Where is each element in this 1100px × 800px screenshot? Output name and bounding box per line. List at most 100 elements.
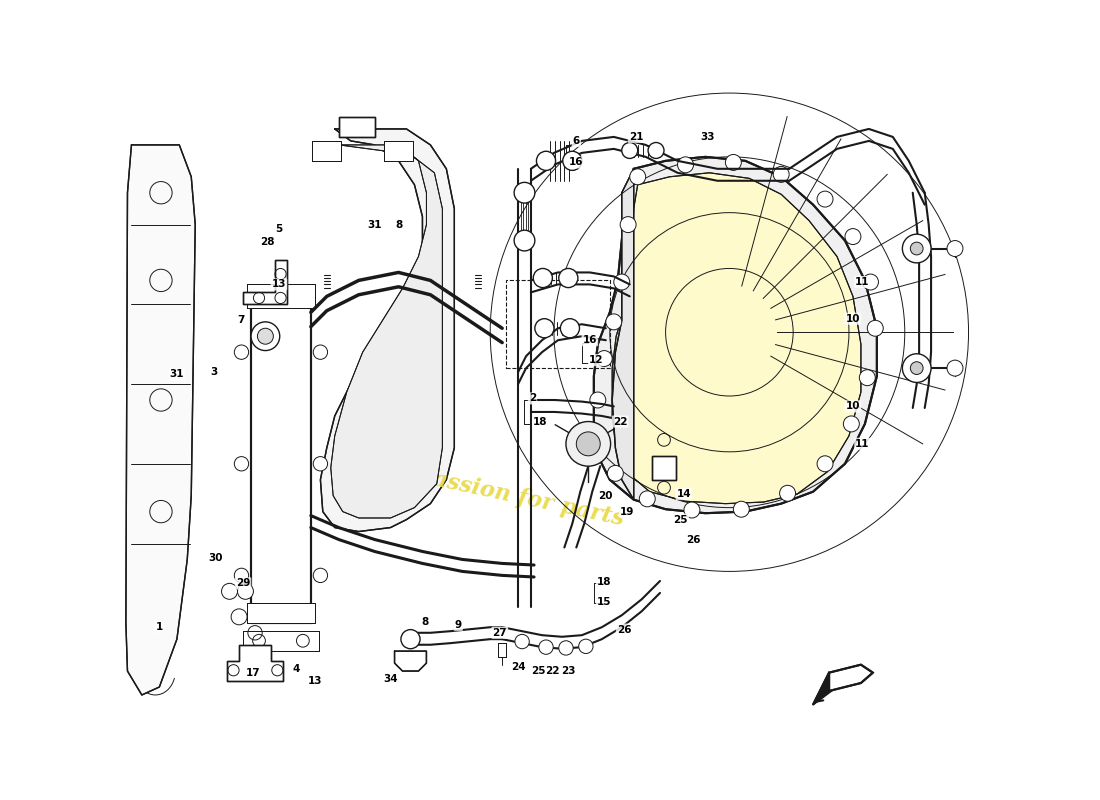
Polygon shape	[594, 157, 877, 514]
Circle shape	[817, 456, 833, 472]
Circle shape	[537, 151, 556, 170]
Circle shape	[773, 166, 789, 182]
Circle shape	[607, 466, 624, 482]
Circle shape	[565, 422, 610, 466]
Circle shape	[534, 269, 552, 287]
Circle shape	[639, 491, 656, 507]
Circle shape	[539, 640, 553, 654]
Text: 14: 14	[676, 489, 691, 499]
Circle shape	[620, 217, 636, 233]
Text: 12: 12	[588, 355, 604, 365]
Text: 27: 27	[493, 628, 507, 638]
Polygon shape	[813, 673, 829, 705]
Polygon shape	[829, 665, 873, 691]
Circle shape	[867, 320, 883, 336]
Circle shape	[231, 609, 248, 625]
Circle shape	[859, 370, 876, 386]
Text: 5: 5	[275, 223, 283, 234]
Circle shape	[725, 154, 741, 170]
Text: 22: 22	[546, 666, 560, 676]
Circle shape	[648, 142, 664, 158]
Circle shape	[560, 318, 580, 338]
Text: a passion for parts: a passion for parts	[394, 461, 626, 530]
Circle shape	[559, 641, 573, 655]
Circle shape	[780, 486, 795, 502]
Circle shape	[314, 345, 328, 359]
Polygon shape	[125, 145, 195, 695]
Text: 34: 34	[383, 674, 398, 684]
Circle shape	[862, 274, 879, 290]
Polygon shape	[248, 285, 315, 308]
Text: 8: 8	[395, 220, 403, 230]
Circle shape	[911, 362, 923, 374]
Text: 33: 33	[701, 132, 715, 142]
Circle shape	[514, 182, 535, 203]
Text: 26: 26	[686, 534, 701, 545]
Circle shape	[515, 634, 529, 649]
Text: 31: 31	[169, 370, 184, 379]
Circle shape	[734, 502, 749, 517]
Circle shape	[947, 241, 962, 257]
Circle shape	[535, 318, 554, 338]
Text: 29: 29	[235, 578, 251, 588]
Text: 25: 25	[531, 666, 546, 676]
Circle shape	[514, 230, 535, 251]
Text: 6: 6	[573, 136, 580, 146]
Polygon shape	[384, 141, 412, 161]
Text: 24: 24	[510, 662, 526, 672]
Polygon shape	[613, 169, 634, 500]
Circle shape	[251, 322, 279, 350]
Text: 9: 9	[454, 620, 462, 630]
Text: 11: 11	[856, 439, 870, 449]
Text: 18: 18	[597, 577, 612, 586]
Circle shape	[596, 350, 613, 366]
Text: 16: 16	[569, 158, 584, 167]
Circle shape	[314, 568, 328, 582]
Text: 17: 17	[246, 668, 261, 678]
Polygon shape	[498, 643, 506, 657]
Circle shape	[947, 360, 962, 376]
Circle shape	[592, 432, 608, 448]
Circle shape	[844, 416, 859, 432]
Text: 22: 22	[613, 417, 627, 426]
Polygon shape	[652, 456, 676, 480]
Circle shape	[902, 234, 931, 263]
Text: 8: 8	[421, 617, 429, 626]
Text: 30: 30	[208, 553, 222, 563]
Text: 3: 3	[210, 367, 217, 377]
Text: 20: 20	[598, 490, 613, 501]
Circle shape	[314, 457, 328, 471]
Circle shape	[606, 314, 621, 330]
Text: 2: 2	[529, 394, 536, 403]
Text: 26: 26	[617, 625, 631, 634]
Text: 23: 23	[561, 666, 575, 676]
Text: 18: 18	[534, 418, 548, 427]
Text: 1: 1	[156, 622, 163, 632]
Polygon shape	[243, 261, 287, 304]
Circle shape	[559, 269, 578, 287]
Polygon shape	[248, 603, 315, 623]
Polygon shape	[243, 631, 319, 651]
Circle shape	[911, 242, 923, 255]
Text: 10: 10	[846, 402, 860, 411]
Text: 7: 7	[236, 315, 244, 326]
Circle shape	[221, 583, 238, 599]
Text: 16: 16	[583, 335, 597, 346]
Polygon shape	[395, 651, 427, 671]
Circle shape	[817, 191, 833, 207]
Circle shape	[400, 630, 420, 649]
Text: 19: 19	[620, 506, 635, 517]
Polygon shape	[227, 645, 283, 681]
Polygon shape	[331, 145, 442, 518]
Circle shape	[678, 157, 693, 173]
Text: 31: 31	[367, 220, 382, 230]
Circle shape	[614, 274, 629, 290]
Polygon shape	[613, 173, 861, 504]
Circle shape	[576, 432, 601, 456]
Circle shape	[579, 639, 593, 654]
Circle shape	[234, 457, 249, 471]
Circle shape	[845, 229, 861, 245]
Text: 10: 10	[846, 314, 860, 324]
Circle shape	[563, 151, 582, 170]
Circle shape	[621, 142, 638, 158]
